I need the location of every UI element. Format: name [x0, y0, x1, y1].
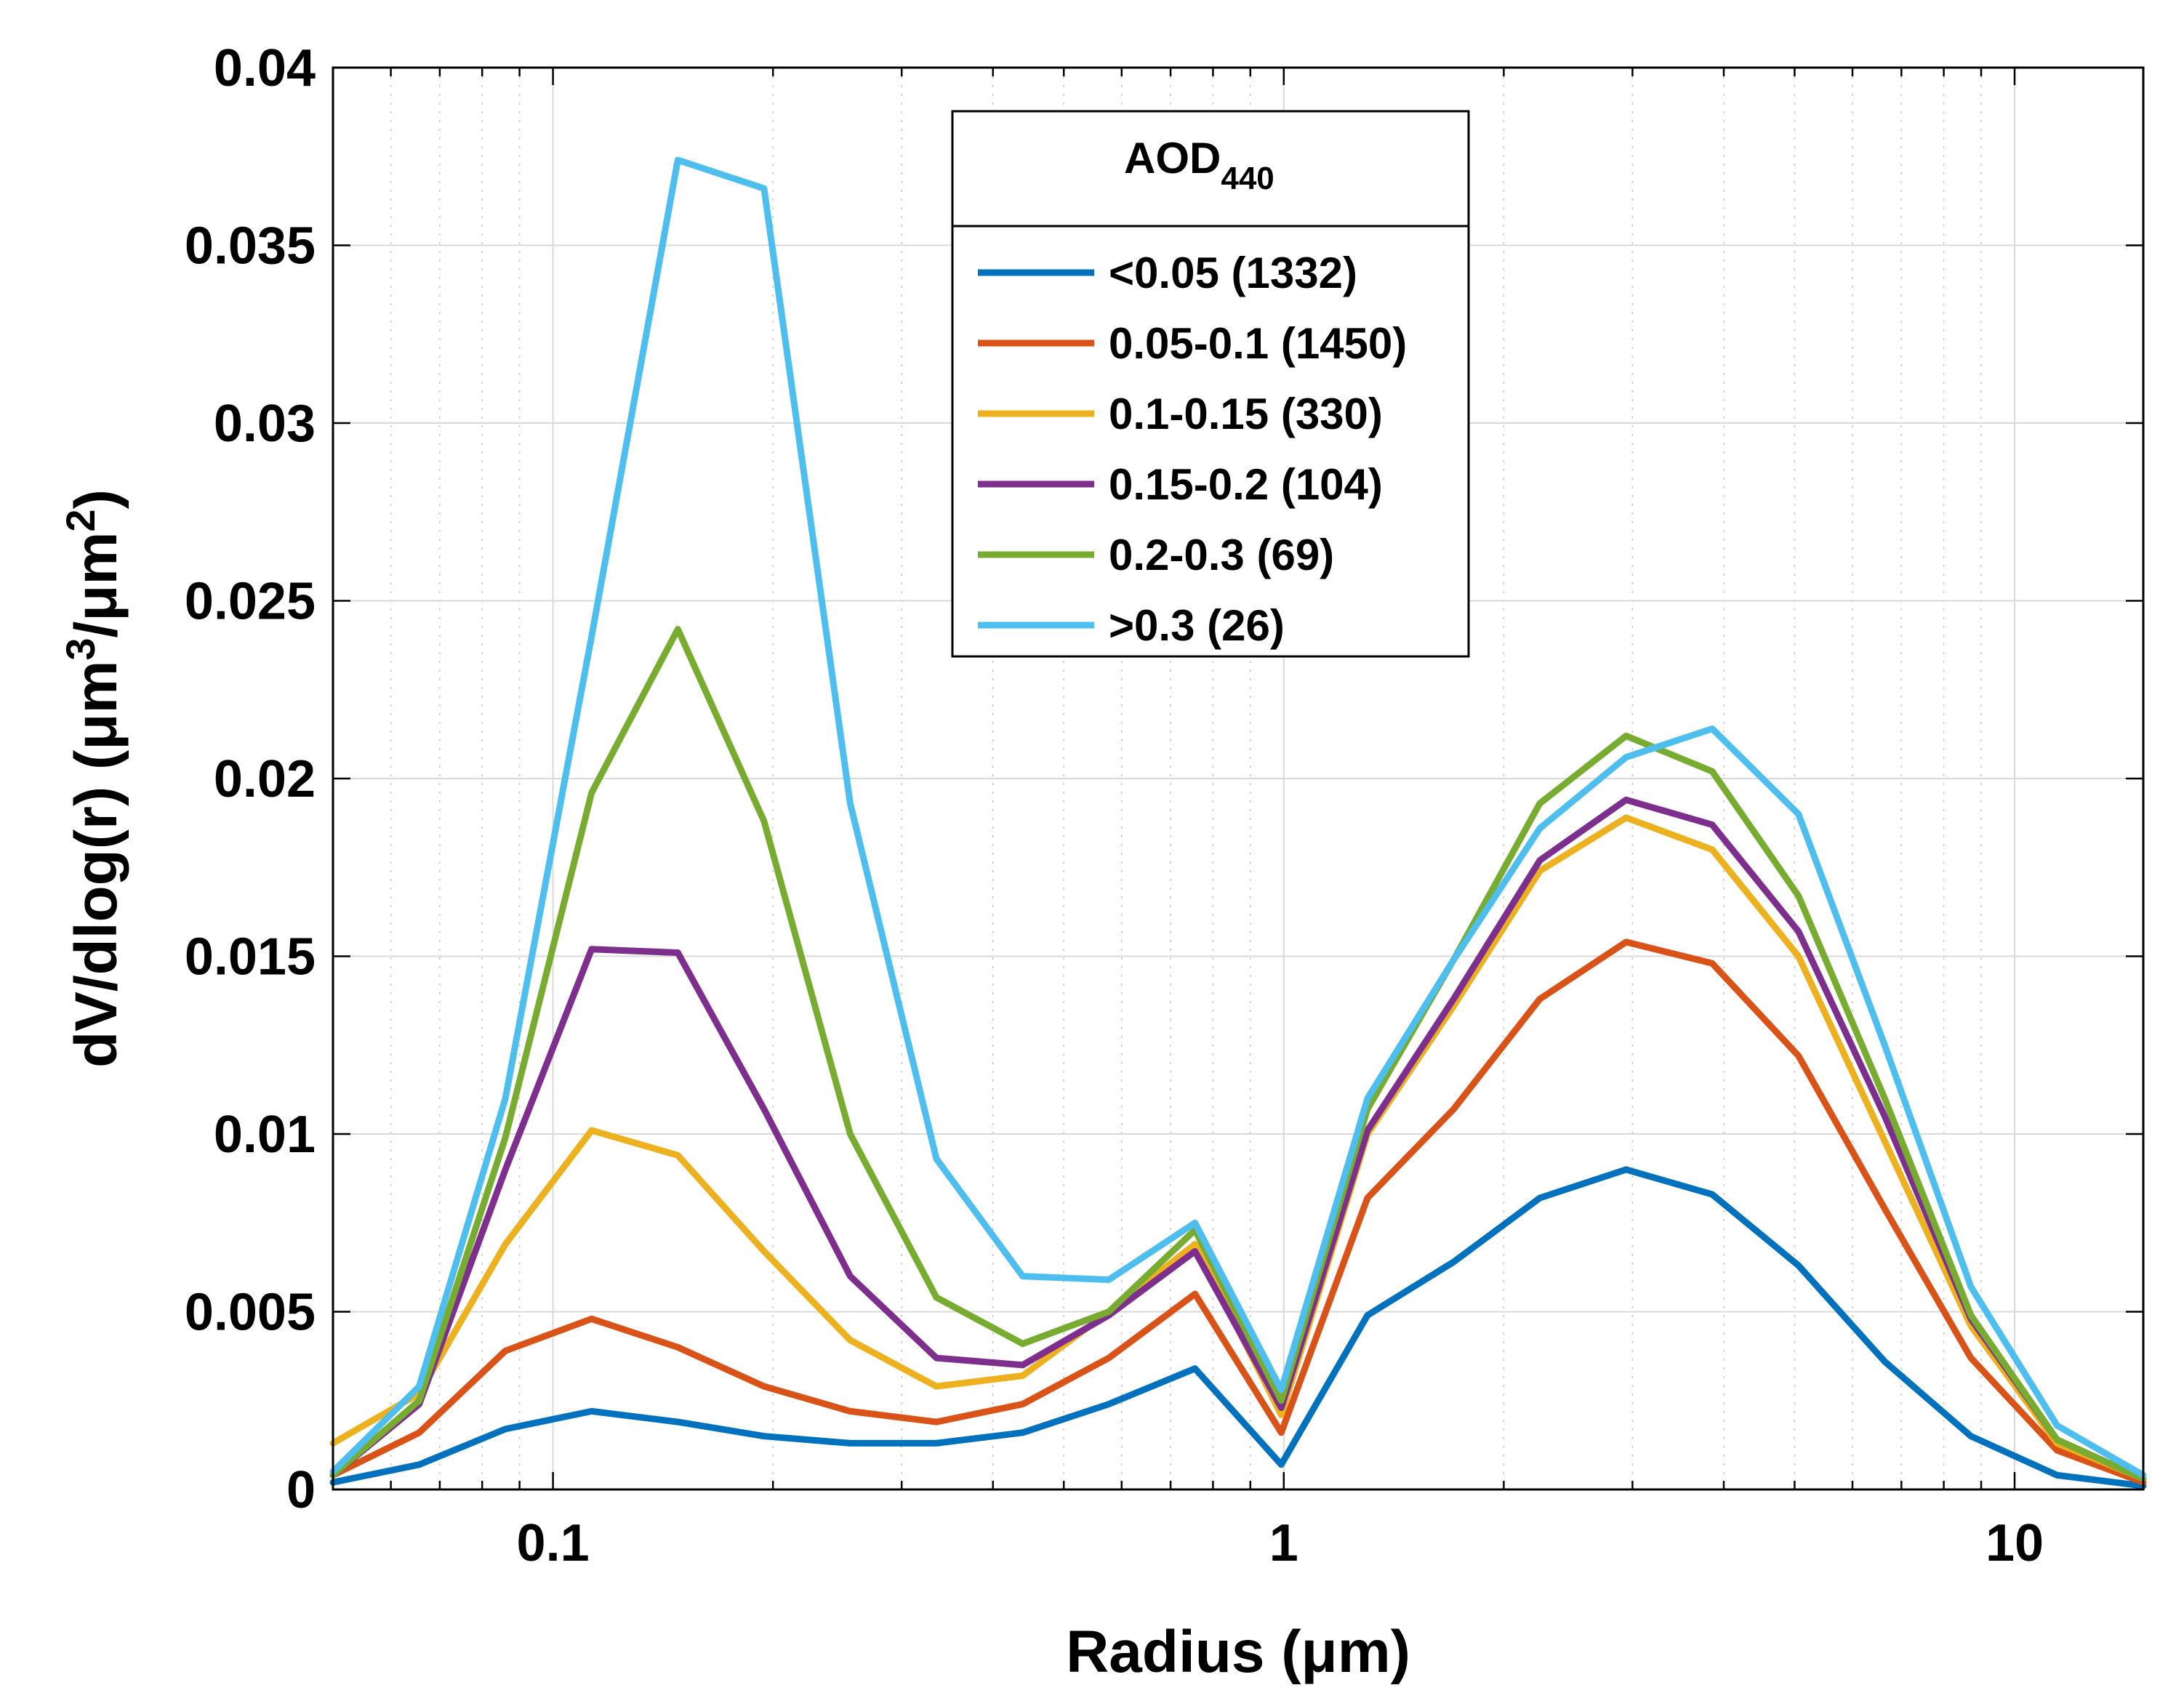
legend-label: <0.05 (1332)	[1109, 249, 1357, 297]
y-tick-label: 0.005	[185, 1284, 316, 1342]
legend-label: 0.1-0.15 (330)	[1109, 390, 1383, 438]
y-tick-label: 0.025	[185, 573, 316, 631]
series-line	[329, 626, 2147, 1482]
x-axis-label: Radius (μm)	[1066, 1619, 1410, 1685]
y-tick-label: 0.01	[214, 1106, 316, 1164]
legend-label: 0.2-0.3 (69)	[1109, 531, 1334, 579]
series-line	[329, 156, 2147, 1479]
legend-title: AOD440	[1124, 134, 1274, 196]
y-tick-label: 0	[286, 1461, 316, 1519]
axis-ticks: 0 0.005 0.01 0.015 0.02 0.025 0.03 0.035 0.04 0.1…	[185, 39, 2143, 1572]
y-tick-label: 0.02	[214, 750, 316, 808]
legend-entries: <0.05 (1332) 0.05-0.1 (1450) 0.1-0.15 (330…	[978, 249, 1407, 650]
legend-label: 0.15-0.2 (104)	[1109, 460, 1383, 509]
x-tick-label: 10	[1986, 1514, 2044, 1572]
y-tick-label: 0.035	[185, 217, 316, 276]
series-line	[329, 796, 2147, 1482]
y-tick-label: 0.015	[185, 928, 316, 986]
series-lines	[329, 156, 2147, 1489]
legend-label: 0.05-0.1 (1450)	[1109, 319, 1407, 368]
y-tick-label: 0.04	[214, 39, 316, 97]
y-tick-label: 0.03	[214, 395, 316, 453]
x-tick-label: 1	[1269, 1514, 1298, 1572]
y-axis-label: dV/dlog(r) (μm3/μm2)	[57, 489, 129, 1068]
legend-label: >0.3 (26)	[1109, 601, 1285, 650]
series-line	[329, 814, 2147, 1482]
legend: AOD440 <0.05 (1332) 0.05-0.1 (1450) 0.1-0.…	[951, 110, 1470, 658]
series-line	[329, 938, 2147, 1486]
x-tick-label: 0.1	[517, 1514, 590, 1572]
series-line	[329, 1166, 2147, 1489]
legend-box	[951, 110, 1470, 658]
